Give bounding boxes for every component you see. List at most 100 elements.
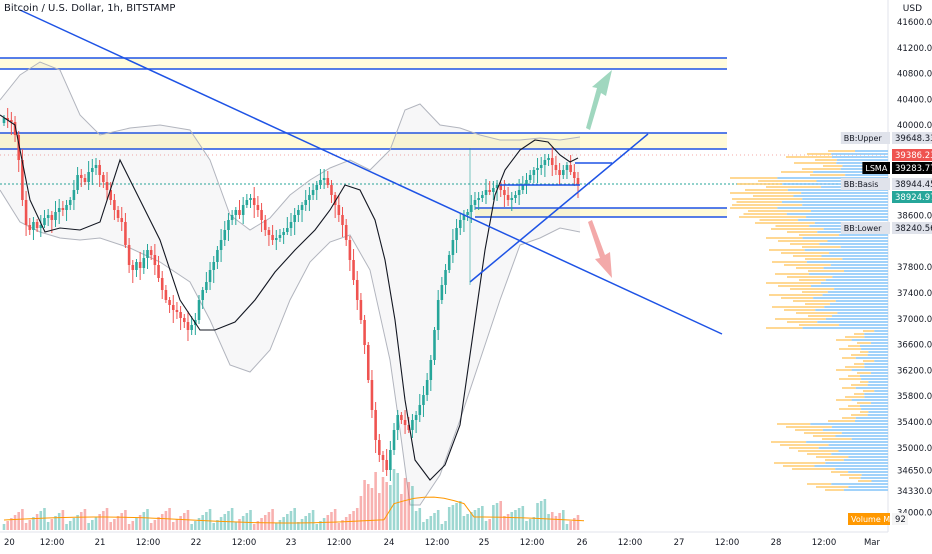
volume-bar (153, 520, 157, 530)
y-tick-label: 37000.00 (897, 315, 932, 325)
volume-bar (444, 521, 447, 530)
volume-profile-buy (813, 297, 888, 299)
volume-profile-sell (787, 276, 833, 278)
volume-profile-sell (851, 414, 868, 416)
volume-bar (274, 523, 278, 530)
candle-body (436, 300, 440, 330)
price-tag-value: 39386.23 (895, 151, 932, 161)
y-tick-label: 37400.00 (897, 289, 932, 299)
volume-profile-sell (828, 420, 855, 422)
volume-bar (238, 519, 241, 530)
volume-bar (127, 524, 131, 530)
volume-bar (94, 517, 98, 530)
volume-bar (308, 513, 311, 530)
candle-body (392, 430, 396, 450)
volume-bar (481, 506, 484, 530)
volume-profile-sell (789, 447, 819, 449)
volume-profile-buy (781, 201, 888, 203)
candle-body (466, 212, 469, 215)
volume-profile-sell (836, 369, 852, 371)
candle-body (72, 190, 76, 200)
volume-profile-buy (841, 432, 888, 434)
volume-profile-sell (781, 171, 814, 173)
volume-profile-sell (774, 462, 826, 464)
volume-profile-buy (874, 360, 888, 362)
candle-body (304, 200, 308, 205)
volume-bar (411, 486, 414, 530)
candle-body (87, 172, 90, 182)
candle-body (6, 118, 9, 120)
volume-profile-buy (860, 405, 888, 407)
volume-profile-sell (807, 483, 832, 485)
volume-bar (135, 518, 138, 530)
price-tag-badge (892, 132, 932, 144)
volume-profile-buy (840, 246, 888, 248)
price-tag-badge (892, 162, 932, 174)
volume-bar (142, 512, 146, 530)
x-tick-label: 23 (286, 538, 297, 548)
candle-body (274, 238, 278, 240)
volume-profile-buy (837, 312, 888, 314)
volume-bar (378, 493, 381, 530)
candle-body (484, 190, 488, 195)
volume-profile-sell (849, 477, 861, 479)
resistance-zone-top (0, 58, 727, 69)
x-tick-label: 28 (771, 538, 782, 548)
volume-profile-sell (857, 372, 871, 374)
candle-body (341, 215, 344, 225)
candle-body (539, 165, 543, 168)
volume-bar (245, 513, 249, 530)
volume-profile-sell (805, 258, 843, 260)
candle-body (451, 240, 455, 255)
candle-body (146, 250, 149, 258)
candle-body (252, 198, 256, 205)
volume-profile-buy (836, 162, 888, 164)
candle-body (94, 165, 98, 168)
candle-body (447, 255, 451, 270)
candle-body (558, 170, 561, 175)
volume-profile-sell (786, 426, 832, 428)
volume-profile-buy (814, 465, 888, 467)
volume-profile-buy (861, 408, 888, 410)
volume-bar (547, 514, 550, 530)
volume-profile-sell (796, 312, 838, 314)
volume-bar (212, 523, 216, 530)
candle-body (138, 262, 142, 268)
volume-bar (389, 485, 392, 530)
candle-body (131, 265, 135, 270)
volume-bar (43, 508, 46, 530)
candle-body (481, 195, 484, 198)
volume-profile-buy (860, 375, 888, 377)
volume-bar (256, 521, 260, 530)
x-tick-label: 12:00 (715, 538, 740, 548)
volume-bar (201, 515, 204, 530)
volume-bar (300, 519, 304, 530)
volume-bar (109, 522, 112, 530)
volume-bar (506, 514, 510, 530)
volume-bar (87, 523, 90, 530)
volume-profile-buy (793, 195, 888, 197)
price-tag-badge (892, 178, 932, 190)
x-tick-label: 12:00 (40, 538, 65, 548)
price-tag-value: 38924.97 (895, 193, 932, 203)
volume-bar (230, 508, 234, 530)
volume-profile-buy (823, 267, 888, 269)
volume-profile-sell (842, 417, 856, 419)
candle-body (550, 158, 554, 165)
candle-body (46, 215, 50, 218)
volume-profile-sell (771, 441, 807, 443)
y-tick-label: 40000.00 (897, 121, 932, 131)
volume-profile-buy (828, 444, 888, 446)
volume-bar (102, 511, 105, 530)
candle-body (65, 205, 68, 210)
candle-body (348, 240, 352, 260)
volume-profile-sell (794, 162, 837, 164)
volume-profile-buy (864, 393, 888, 395)
candle-body (113, 200, 116, 210)
volume-profile-buy (829, 252, 888, 254)
volume-bar (113, 519, 116, 530)
candle-body (344, 225, 348, 240)
volume-profile-sell (743, 213, 787, 215)
